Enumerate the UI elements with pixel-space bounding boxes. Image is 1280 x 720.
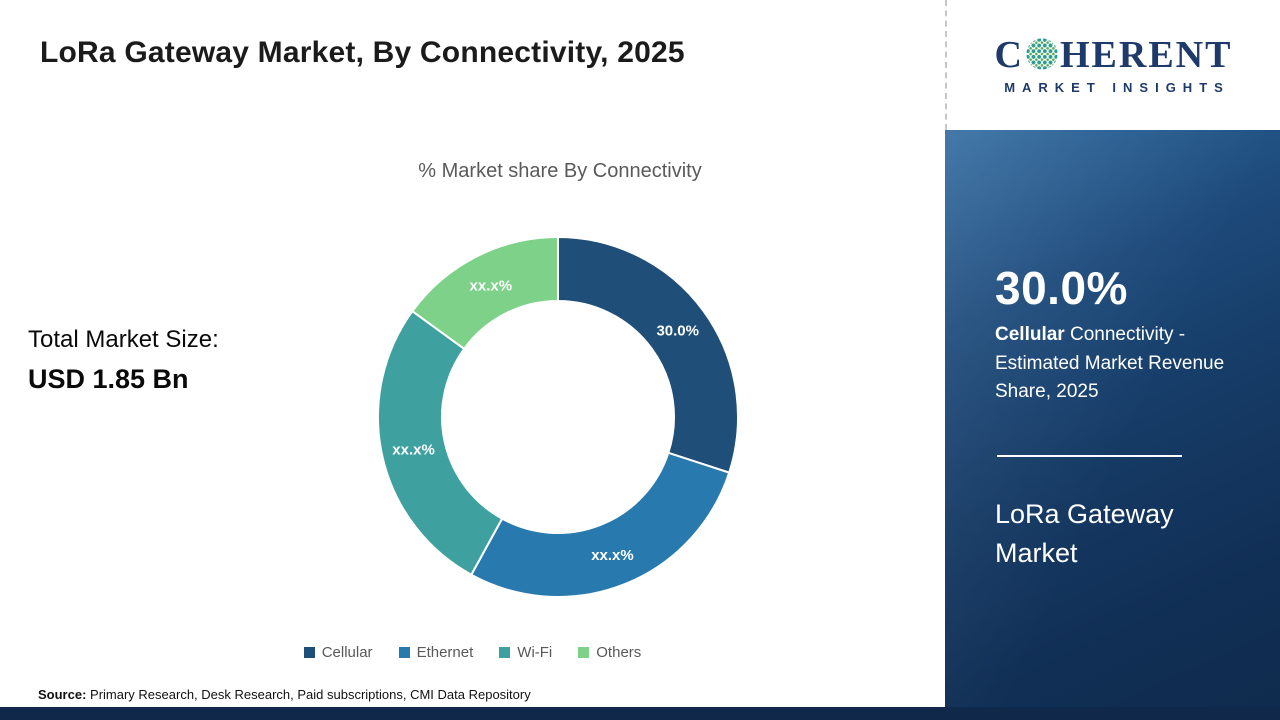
source-label: Source: <box>38 687 87 702</box>
donut-segment-others <box>410 235 559 351</box>
legend-item-others: Others <box>578 644 641 661</box>
legend-label-wi-fi: Wi-Fi <box>517 644 553 661</box>
donut-segment-cellular <box>557 235 739 474</box>
highlight-panel: 30.0% Cellular Connectivity - Estimated … <box>945 130 1280 707</box>
brand-logo-wordmark: C HERENT <box>995 35 1233 74</box>
logo-tagline: MARKET INSIGHTS <box>1004 80 1230 95</box>
donut-segment-wi-fi <box>377 309 504 577</box>
highlight-segment-name: Cellular <box>995 324 1065 345</box>
page-title: LoRa Gateway Market, By Connectivity, 20… <box>40 36 685 69</box>
slice-label-others: xx.x% <box>470 277 513 294</box>
globe-icon <box>1025 37 1059 76</box>
legend-item-wi-fi: Wi-Fi <box>499 644 552 661</box>
brand-logo: C HERENT MARKET INSIGHTS <box>945 0 1280 130</box>
legend-swatch-others <box>578 647 590 658</box>
donut-segment-ethernet <box>469 451 731 598</box>
legend-item-cellular: Cellular <box>303 644 373 661</box>
legend-label-others: Others <box>596 644 642 661</box>
highlight-share-value: 30.0% <box>995 262 1128 314</box>
slice-label-wi-fi: xx.x% <box>392 442 435 459</box>
logo-wordmark-rest: HERENT <box>1059 33 1233 76</box>
total-market-size-label: Total Market Size: <box>28 326 219 353</box>
donut-chart: 30.0% xx.x% xx.x% xx.x% <box>376 235 740 599</box>
legend-swatch-ethernet <box>398 647 410 658</box>
source-line: Source: Primary Research, Desk Research,… <box>38 687 531 702</box>
legend-label-ethernet: Ethernet <box>416 644 474 661</box>
highlight-share-description: Cellular Connectivity - Estimated Market… <box>995 321 1230 407</box>
donut-chart-svg: 30.0% xx.x% xx.x% xx.x% <box>377 235 739 598</box>
total-market-size-value: USD 1.85 Bn <box>28 364 189 394</box>
logo-letter-c: C <box>994 33 1024 76</box>
legend-item-ethernet: Ethernet <box>398 644 474 661</box>
report-name: LoRa Gateway Market <box>995 498 1174 568</box>
total-market-size-block: Total Market Size: USD 1.85 Bn <box>28 326 219 395</box>
chart-subtitle: % Market share By Connectivity <box>418 160 702 182</box>
panel-divider <box>997 454 1182 457</box>
legend-swatch-wi-fi <box>499 647 511 658</box>
slice-label-cellular: 30.0% <box>656 322 699 339</box>
source-text: Primary Research, Desk Research, Paid su… <box>86 687 531 702</box>
highlight-description-rest: Connectivity - Estimated Market Revenue … <box>995 324 1225 402</box>
slice-label-ethernet: xx.x% <box>591 547 634 564</box>
chart-legend: Cellular Ethernet Wi-Fi Others <box>0 644 945 661</box>
legend-label-cellular: Cellular <box>321 644 373 661</box>
bottom-accent-bar <box>0 707 1280 720</box>
legend-swatch-cellular <box>303 647 315 658</box>
